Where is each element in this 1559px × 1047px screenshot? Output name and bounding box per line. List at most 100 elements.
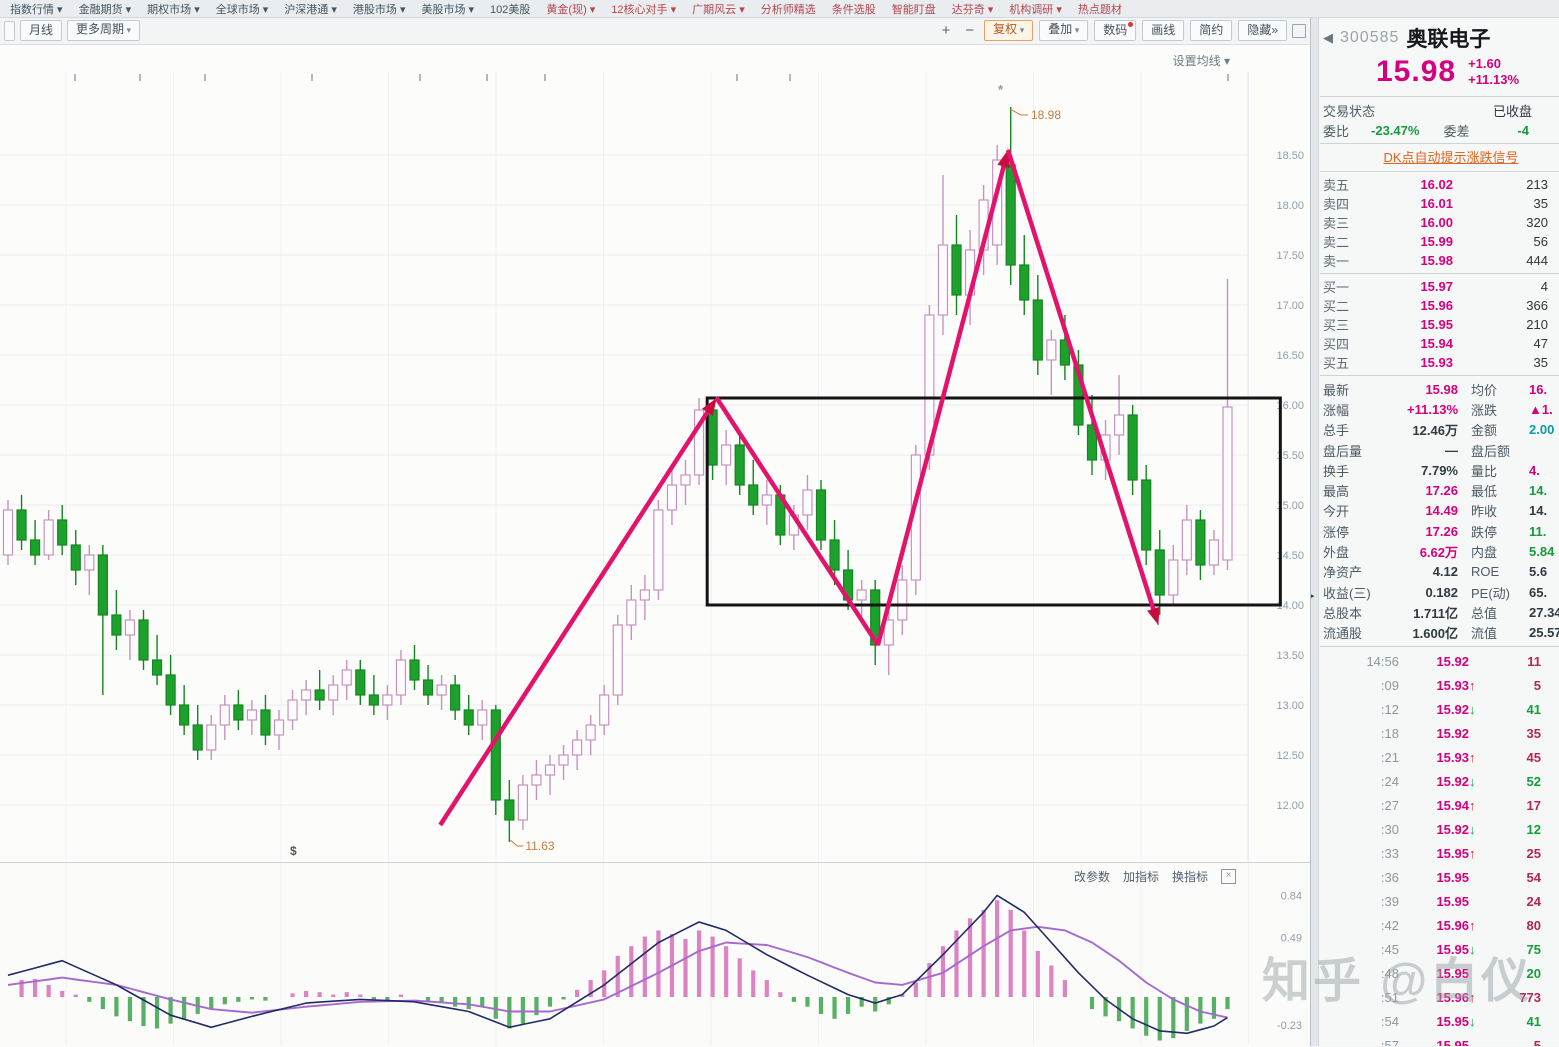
menu-item[interactable]: 智能盯盘 [891,3,936,16]
time-and-sales: 14:56 15.92 11:09 15.93 ↑ 5:12 15.92 ↓ 41:18 15.9… [1320,650,1559,1046]
tape-direction-icon: ↓ [1469,1014,1476,1030]
dk-signal-link[interactable]: DK点自动提示涨跌信号 [1383,150,1519,165]
menu-item[interactable]: 指数行情 ▾ [10,3,63,16]
tape-price: 15.96 [1436,918,1469,934]
svg-text:*: * [998,82,1004,97]
svg-text:-0.23: -0.23 [1277,1020,1302,1032]
stock-name: 奥联电子 [1406,28,1491,51]
tape-time: :48 [1380,966,1399,982]
tape-row: :21 15.93 ↑ 45 [1320,746,1559,770]
tape-volume: 75 [1526,942,1541,958]
tape-row: :36 15.95 54 [1320,866,1559,890]
menu-item[interactable]: 期权市场 ▾ [147,3,200,16]
tool-button[interactable]: 简约 [1190,20,1233,41]
tool-button[interactable]: 复权 ▾ [984,20,1034,41]
detail-label: 收益(三) [1323,585,1371,601]
order-book-row: 卖一 15.98 444 [1320,251,1559,270]
order-book-level-label: 买二 [1323,299,1350,314]
tool-button[interactable]: 画线 [1142,20,1185,41]
detail-label: 今开 [1323,504,1350,520]
macd-canvas[interactable]: 0.84 0.49 -0.23 [0,863,1310,1046]
chevron-down-icon: ▾ [124,25,132,35]
menu-item[interactable]: 广期风云 ▾ [692,3,745,16]
tape-volume: 54 [1526,870,1541,886]
tape-row: :57 15.95 5 [1320,1034,1559,1046]
menu-item[interactable]: 达芬奇 ▾ [951,3,994,16]
tape-price: 15.94 [1436,798,1469,814]
period-button[interactable]: 月线 [20,20,63,41]
menu-item[interactable]: 港股市场 ▾ [352,3,406,16]
detail-value: 17.26 [1425,523,1458,539]
detail-value: 14. [1529,503,1548,519]
menu-item[interactable]: 分析师精选 [760,3,816,16]
tape-volume: 11 [1527,654,1541,670]
detail-label: 流值 [1471,626,1498,642]
order-book-volume: 47 [1533,336,1548,351]
detail-value: 12.46万 [1412,423,1458,439]
change-params-link[interactable]: 改参数 [1073,870,1110,884]
add-indicator-link[interactable]: 加指标 [1122,870,1159,884]
order-book-price: 15.96 [1420,298,1453,313]
panel-collapse-handle[interactable]: ▸ [1311,589,1315,602]
tape-direction-icon: ↓ [1469,822,1476,838]
weicha-label: 委差 [1443,123,1470,139]
tape-price: 15.95 [1436,1014,1469,1030]
tape-volume: 773 [1519,990,1541,1006]
order-book-level-label: 卖二 [1323,235,1350,250]
tool-button[interactable]: 隐藏» [1238,20,1287,41]
tape-direction-icon: ↑ [1469,918,1476,934]
ma-settings-dropdown[interactable]: 设置均线 ▾ [1172,54,1230,68]
detail-row: 换手 7.79% 量比 4. [1320,460,1559,480]
trade-status-label: 交易状态 [1323,103,1376,119]
menu-item[interactable]: 12核心对手 ▾ [611,3,677,16]
period-button[interactable]: 更多周期 ▾ [67,20,141,41]
tape-time: :27 [1380,798,1399,814]
tape-row: :24 15.92 ↓ 52 [1320,770,1559,794]
buy-order-book: 买一 15.97 4 买二 15.96 366 买三 15.95 210 买四 15.94 47 买五 1… [1320,277,1559,372]
svg-text:18.98: 18.98 [1031,108,1061,122]
tape-time: :12 [1380,702,1399,718]
tape-price: 15.95 [1436,870,1469,886]
detail-value: 25.57 [1529,625,1559,641]
detail-value: 27.34 [1529,604,1559,620]
detail-label: 涨跌 [1471,402,1498,418]
menu-item[interactable]: 金融期货 ▾ [78,3,132,16]
detail-value: 15.98 [1425,381,1458,397]
zoom-in-button[interactable]: + [937,21,956,40]
order-book-volume: 213 [1526,177,1548,192]
detail-row: 流通股 1.600亿 流值 25.57 [1320,623,1559,643]
menu-item[interactable]: 热点题材 [1077,3,1122,16]
menu-item[interactable]: 沪深港通 ▾ [284,3,337,16]
zoom-out-button[interactable]: − [960,21,979,40]
svg-text:12.50: 12.50 [1276,750,1304,762]
menu-item[interactable]: 机构调研 ▾ [1009,3,1062,16]
menu-item[interactable]: 条件选股 [831,3,876,16]
tape-direction-icon: ↓ [1469,774,1476,790]
toolbar-cropped-button[interactable] [4,20,15,41]
candlestick-canvas[interactable]: 18.50 18.00 17.50 17.00 16.50 16.00 15.50 15.00… [0,72,1310,862]
order-book-price: 15.94 [1420,336,1453,351]
tape-volume: 25 [1526,846,1541,862]
switch-indicator-link[interactable]: 换指标 [1171,870,1208,884]
tape-direction-icon: ↑ [1469,990,1476,1006]
tool-button[interactable]: 叠加 ▾ [1039,20,1089,41]
fullscreen-icon[interactable] [1292,23,1306,38]
close-indicator-icon[interactable]: × [1221,869,1236,884]
back-icon[interactable]: ◀ [1323,30,1333,45]
detail-value: 5.6 [1529,564,1548,580]
menu-item[interactable]: 黄金(现) ▾ [546,3,596,16]
trade-status-row: 交易状态 已收盘 [1320,100,1559,120]
tape-price: 15.93 [1436,678,1469,694]
detail-label: 最低 [1471,484,1498,500]
sell-order-book: 卖五 16.02 213 卖四 16.01 35 卖三 16.00 320 卖二 15.99 56 卖一… [1320,175,1559,270]
menu-item[interactable]: 全球市场 ▾ [215,3,269,16]
chart-tool-buttons: 复权 ▾ 叠加 ▾ 数码 画线 简约 隐藏» [984,20,1287,41]
panel-scrollbar[interactable]: ▸ [1311,17,1319,1046]
tape-row: :27 15.94 ↑ 17 [1320,794,1559,818]
menu-item[interactable]: 美股市场 ▾ [421,3,475,16]
detail-label: 总股本 [1323,605,1363,621]
tool-button[interactable]: 数码 [1094,20,1137,41]
tape-time: :57 [1380,1038,1399,1046]
menu-item[interactable]: 102美股 [490,3,531,16]
order-book-row: 买二 15.96 366 [1320,296,1559,315]
